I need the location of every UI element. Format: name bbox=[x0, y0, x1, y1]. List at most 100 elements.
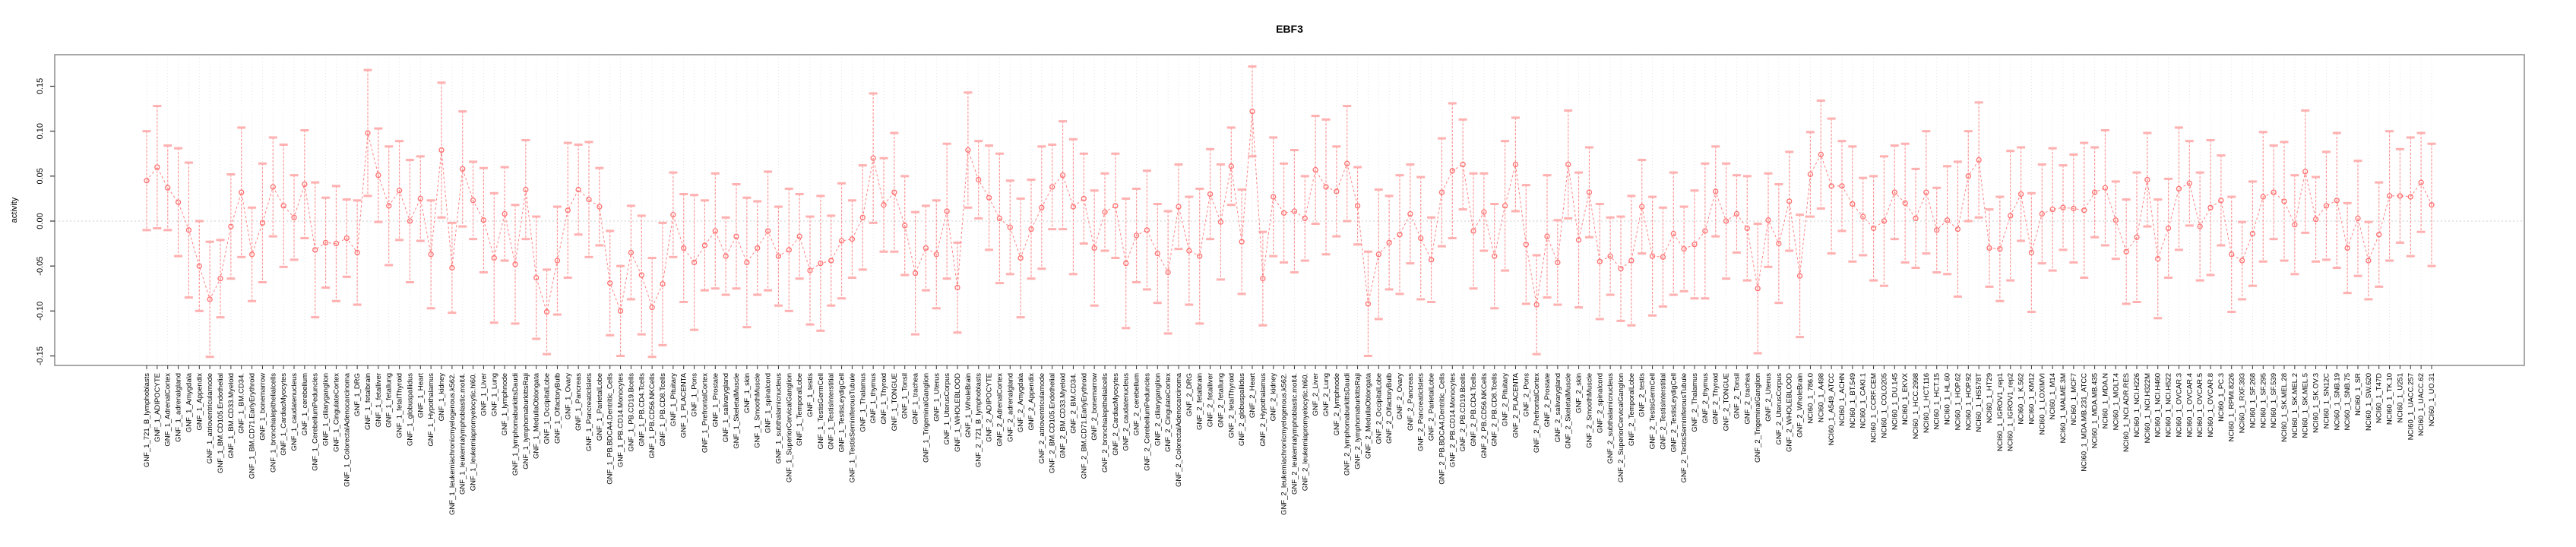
x-tick-label: GNF_2_Thyroid bbox=[1712, 373, 1720, 425]
data-point bbox=[1544, 233, 1550, 239]
x-tick-label: GNF_1_PB.CD4.Tcells bbox=[638, 373, 646, 447]
data-point bbox=[933, 251, 939, 258]
data-point bbox=[1102, 209, 1108, 215]
series-line bbox=[146, 111, 2432, 313]
x-tick-label: GNF_2_ColorectalAdenocarcinoma bbox=[1175, 372, 1183, 487]
x-tick-label: GNF_1_MedullaOblongata bbox=[533, 372, 541, 459]
grid-vertical bbox=[146, 55, 2432, 365]
data-point bbox=[1796, 273, 1803, 279]
x-tick-label: GNF_2_lymphnode bbox=[1333, 373, 1341, 435]
x-tick-label: GNF_2_AdrenalCortex bbox=[995, 373, 1004, 447]
x-tick-label: GNF_2_CardiacMyocytes bbox=[1112, 373, 1120, 456]
x-tick-label: GNF_1_PB.CD19.Bcells bbox=[627, 373, 635, 452]
data-point bbox=[628, 249, 635, 256]
x-tick-label: GNF_2_BM.CD34. bbox=[1069, 373, 1078, 434]
data-point bbox=[2271, 189, 2277, 195]
x-tick-label: GNF_1_Pancreas bbox=[574, 373, 583, 431]
x-tick-label: GNF_2_leukemiapromyelocytic.hl60. bbox=[1301, 373, 1309, 491]
x-tick-label: NCI60_1_IGROV1_rep2 bbox=[2007, 373, 2015, 451]
x-tick-label: GNF_1_thymus bbox=[869, 373, 878, 424]
x-tick-label: NCI60_1_MOLT.4 bbox=[2112, 373, 2120, 430]
data-point bbox=[417, 195, 423, 202]
data-point bbox=[2429, 202, 2435, 208]
data-point bbox=[2292, 222, 2298, 228]
data-point bbox=[428, 251, 434, 258]
x-tick-label: NCI60_1_OVCAR.4 bbox=[2185, 373, 2194, 437]
data-point bbox=[291, 214, 297, 220]
data-point bbox=[1428, 257, 1435, 263]
x-tick-label: NCI60_1_UO.31 bbox=[2428, 373, 2436, 426]
x-tick-label: NCI60_1_SF.295 bbox=[2259, 373, 2267, 428]
x-tick-label: GNF_2_PB.CD19.Bcells bbox=[1459, 373, 1467, 452]
x-tick-label: GNF_1_Prostate bbox=[711, 373, 720, 427]
data-point bbox=[2081, 207, 2087, 213]
data-point bbox=[1702, 228, 1708, 234]
data-point bbox=[670, 212, 676, 218]
data-points bbox=[144, 108, 2435, 315]
x-tick-label: GNF_2_TrigeminalGanglion bbox=[1754, 373, 1762, 463]
data-point bbox=[2008, 213, 2014, 219]
data-point bbox=[1154, 250, 1160, 257]
data-point bbox=[565, 207, 571, 213]
y-tick-label: 0.05 bbox=[36, 168, 45, 184]
x-tick-label: GNF_2_PLACENTA bbox=[1511, 372, 1520, 438]
x-tick-label: NCI60_1_MDA.MB.231_ATCC bbox=[2081, 373, 2089, 472]
x-tick-label: NCI60_1_HL.60 bbox=[1944, 373, 1952, 425]
data-point bbox=[1533, 302, 1540, 308]
x-tick-label: GNF_2_bonemarrow bbox=[1090, 373, 1099, 441]
data-point bbox=[1765, 217, 1771, 223]
data-point bbox=[1733, 210, 1740, 217]
data-point bbox=[554, 258, 561, 264]
data-point bbox=[1344, 160, 1350, 166]
x-tick-label: GNF_1_kidney bbox=[438, 373, 446, 422]
data-point bbox=[491, 255, 497, 261]
x-tick-label: NCI60_1_RPMI.8226 bbox=[2228, 373, 2236, 441]
x-tick-label: NCI60_1_KM12 bbox=[2027, 373, 2036, 425]
x-tick-label: NCI60_1_HT29 bbox=[1986, 373, 1994, 423]
data-point bbox=[1144, 227, 1150, 233]
data-point bbox=[2302, 169, 2309, 175]
data-point bbox=[1049, 184, 1055, 190]
data-point bbox=[512, 261, 518, 267]
x-tick-label: NCI60_1_HS578T bbox=[1975, 373, 1983, 432]
x-tick-label: GNF_2_skin bbox=[1575, 373, 1584, 413]
data-point bbox=[1070, 204, 1077, 210]
data-point bbox=[1555, 259, 1561, 266]
data-point bbox=[1207, 191, 1214, 198]
x-tick-label: GNF_2_fetallung bbox=[1217, 373, 1225, 428]
data-point bbox=[1217, 219, 1224, 225]
data-point bbox=[2249, 230, 2256, 237]
x-tick-label: GNF_2_PB.CD8.Tcells bbox=[1491, 373, 1499, 447]
x-tick-label: GNF_2_kidney bbox=[1270, 373, 1278, 422]
x-tick-label: GNF_2_TestisGermCell bbox=[1649, 373, 1657, 449]
x-tick-label: GNF_1_Pituitary bbox=[669, 373, 678, 426]
data-point bbox=[1470, 228, 1476, 234]
x-tick-label: GNF_1_BM.CD34. bbox=[238, 373, 246, 434]
data-point bbox=[1438, 189, 1445, 195]
x-tick-label: GNF_2_SuperiorCervicalGanglion bbox=[1617, 373, 1625, 482]
x-tick-label: GNF_1_CingulateCortex bbox=[332, 373, 340, 452]
data-point bbox=[2028, 249, 2035, 256]
data-point bbox=[259, 220, 266, 226]
x-tick-label: GNF_2_CerebellumPeduncles bbox=[1143, 373, 1151, 471]
x-tick-label: GNF_1_lymphomaburkittsRaji bbox=[522, 373, 530, 470]
data-point bbox=[207, 296, 213, 302]
data-point bbox=[386, 203, 392, 209]
y-axis-title: activity bbox=[10, 197, 19, 223]
data-point bbox=[396, 188, 403, 194]
data-point bbox=[681, 245, 687, 251]
data-point bbox=[1249, 108, 1255, 115]
data-point bbox=[1891, 189, 1897, 195]
data-point bbox=[575, 186, 581, 193]
data-point bbox=[733, 233, 739, 239]
x-tick-label: GNF_1_WHOLEBLOOD bbox=[954, 373, 962, 452]
data-point bbox=[217, 276, 223, 282]
data-point bbox=[1059, 172, 1066, 179]
x-tick-label: NCI60_1_U251 bbox=[2396, 373, 2404, 423]
data-point bbox=[859, 214, 866, 220]
data-point bbox=[2218, 198, 2224, 204]
data-point bbox=[922, 245, 929, 251]
data-point bbox=[543, 308, 550, 315]
x-tick-label: NCI60_1_SNB.19 bbox=[2333, 373, 2341, 431]
data-point bbox=[712, 228, 718, 234]
